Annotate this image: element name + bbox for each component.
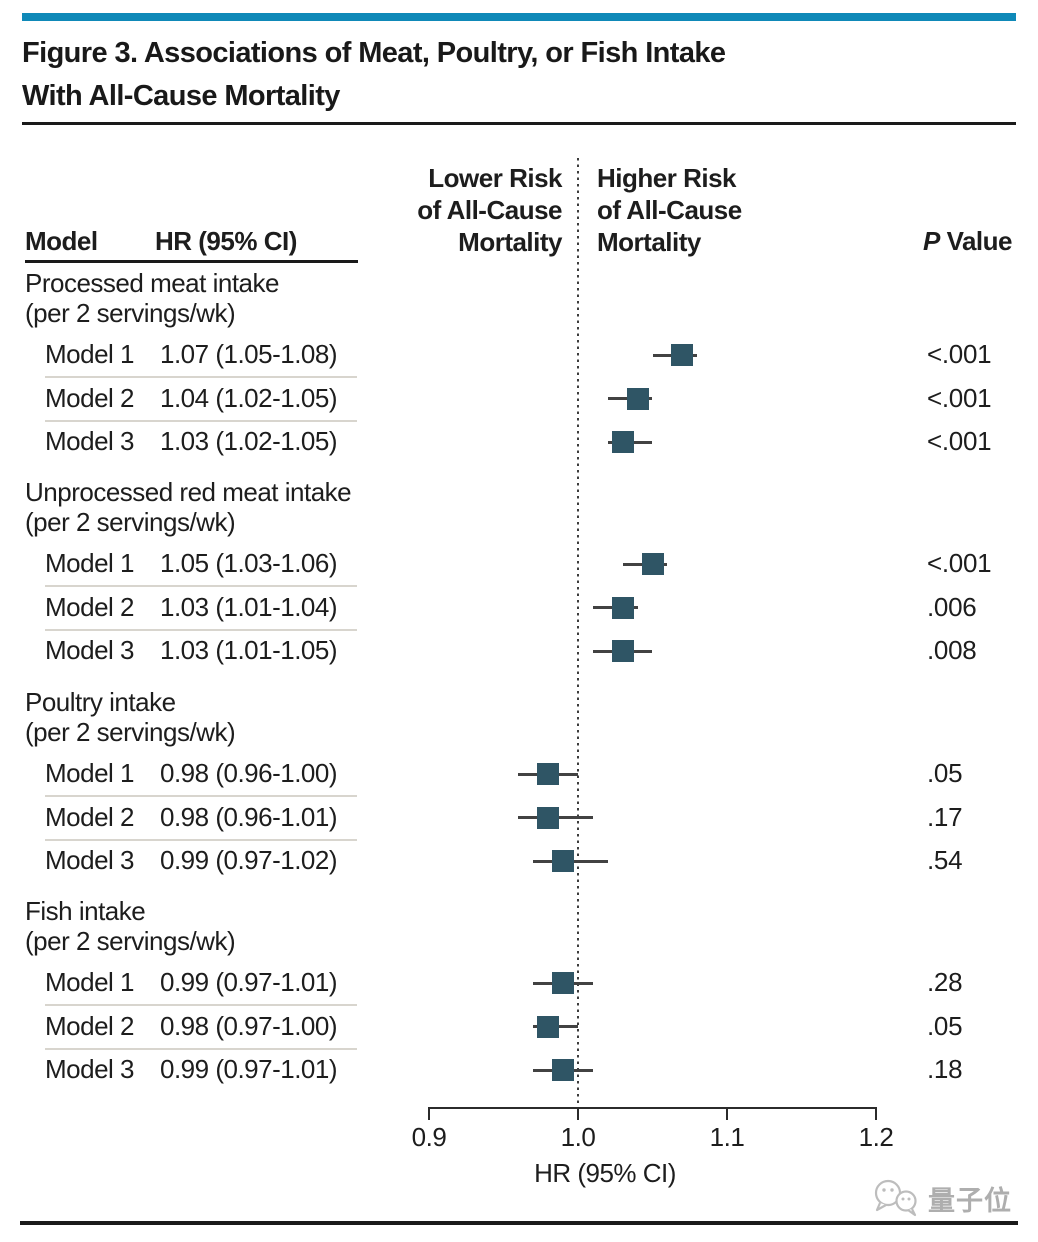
row-model-label: Model 1 [45, 967, 135, 997]
row-model-label: Model 3 [45, 635, 135, 665]
row-hr-text: 1.07 (1.05-1.08) [160, 339, 338, 369]
row-model-label: Model 3 [45, 426, 135, 456]
table-header-underline [25, 260, 358, 263]
figure-title-line1: Figure 3. Associations of Meat, Poultry,… [22, 37, 726, 69]
forest-marker [611, 640, 634, 662]
row-p-value: <.001 [927, 339, 992, 369]
x-axis-tick-label: 1.2 [858, 1122, 894, 1152]
row-divider [45, 1004, 357, 1006]
x-axis-tick [577, 1107, 579, 1120]
group-label-main: Poultry intake [25, 687, 176, 717]
row-model-label: Model 3 [45, 845, 135, 875]
column-header-lower-risk: Lower Risk of All-Cause Mortality [417, 163, 562, 257]
x-axis-tick [428, 1107, 430, 1120]
row-p-value: .28 [927, 967, 963, 997]
forest-marker [552, 972, 575, 994]
row-model-label: Model 1 [45, 339, 135, 369]
forest-marker [611, 431, 634, 453]
column-header-hr: HR (95% CI) [155, 226, 297, 256]
column-header-higher-risk: Higher Risk of All-Cause Mortality [597, 163, 742, 257]
row-p-value: <.001 [927, 426, 992, 456]
group-label-sub: (per 2 servings/wk) [25, 717, 236, 747]
forest-marker [626, 387, 649, 410]
x-axis-tick-label: 1.1 [709, 1122, 745, 1152]
row-model-label: Model 2 [45, 591, 135, 622]
group-label: Processed meat intake (per 2 servings/wk) [25, 268, 279, 328]
x-axis-title: HR (95% CI) [534, 1158, 676, 1188]
row-model-label: Model 3 [45, 1054, 135, 1084]
row-p-value: .54 [927, 845, 963, 875]
row-p-value: <.001 [927, 548, 992, 578]
column-header-model: Model [25, 226, 98, 256]
x-axis-tick-label: 0.9 [411, 1122, 447, 1152]
row-divider [45, 419, 357, 422]
bottom-rule [20, 1221, 1018, 1225]
forest-marker [552, 1059, 575, 1081]
wechat-bubbles-icon [874, 1179, 917, 1217]
forest-marker [671, 344, 694, 366]
row-p-value: .18 [927, 1054, 963, 1084]
row-p-value: .17 [927, 801, 963, 832]
row-hr-text: 0.99 (0.97-1.01) [160, 1054, 338, 1084]
row-hr-text: 0.98 (0.96-1.00) [160, 758, 338, 788]
row-divider [45, 585, 357, 587]
figure-title-line2: With All-Cause Mortality [22, 80, 340, 112]
column-header-p-value: P Value [923, 226, 1013, 256]
reference-line-hr-1 [577, 158, 579, 1108]
group-label: Poultry intake (per 2 servings/wk) [25, 687, 236, 747]
group-label-main: Unprocessed red meat intake [25, 477, 352, 507]
watermark: 量子位 [870, 1178, 1012, 1218]
row-hr-text: 0.98 (0.96-1.01) [160, 801, 338, 832]
row-hr-text: 1.04 (1.02-1.05) [160, 382, 338, 413]
group-label: Unprocessed red meat intake (per 2 servin… [25, 477, 352, 537]
x-axis-tick [726, 1107, 728, 1120]
x-axis-tick [875, 1107, 877, 1120]
row-model-label: Model 2 [45, 382, 135, 413]
forest-marker [537, 806, 560, 829]
forest-marker [641, 553, 664, 575]
forest-marker [537, 1015, 560, 1038]
row-hr-text: 1.03 (1.02-1.05) [160, 426, 338, 456]
row-model-label: Model 1 [45, 758, 135, 788]
group-label-main: Fish intake [25, 896, 146, 926]
group-label-sub: (per 2 servings/wk) [25, 298, 236, 328]
forest-marker [537, 763, 560, 785]
row-divider [45, 376, 357, 378]
row-p-value: .05 [927, 1010, 963, 1041]
group-label: Fish intake (per 2 servings/wk) [25, 896, 236, 956]
row-divider [45, 1047, 357, 1050]
row-p-value: .006 [927, 591, 977, 622]
row-p-value: .008 [927, 635, 977, 665]
row-hr-text: 0.98 (0.97-1.00) [160, 1010, 338, 1041]
forest-marker [552, 850, 575, 872]
row-p-value: <.001 [927, 382, 992, 413]
x-axis-tick-label: 1.0 [560, 1122, 596, 1152]
row-hr-text: 1.03 (1.01-1.05) [160, 635, 338, 665]
group-label-main: Processed meat intake [25, 268, 279, 298]
watermark-text: 量子位 [928, 1185, 1012, 1216]
forest-marker [611, 596, 634, 619]
row-hr-text: 0.99 (0.97-1.01) [160, 967, 338, 997]
row-hr-text: 0.99 (0.97-1.02) [160, 845, 338, 875]
row-model-label: Model 1 [45, 548, 135, 578]
row-p-value: .05 [927, 758, 963, 788]
row-divider [45, 838, 357, 841]
title-divider-rule [22, 122, 1016, 125]
x-axis-line [429, 1107, 876, 1109]
group-label-sub: (per 2 servings/wk) [25, 926, 236, 956]
row-hr-text: 1.05 (1.03-1.06) [160, 548, 338, 578]
row-hr-text: 1.03 (1.01-1.04) [160, 591, 338, 622]
accent-top-bar [22, 13, 1016, 21]
group-label-sub: (per 2 servings/wk) [25, 507, 236, 537]
row-divider [45, 628, 357, 631]
row-model-label: Model 2 [45, 801, 135, 832]
row-divider [45, 795, 357, 797]
figure-title: Figure 3. Associations of Meat, Poultry,… [22, 32, 1002, 118]
row-model-label: Model 2 [45, 1010, 135, 1041]
